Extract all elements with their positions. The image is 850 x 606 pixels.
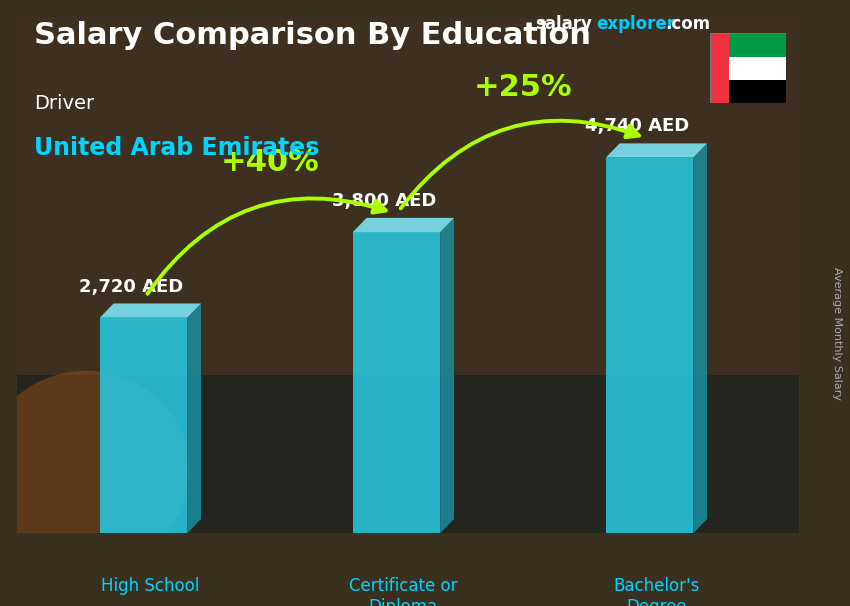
Text: Bachelor's
Degree: Bachelor's Degree <box>613 577 700 606</box>
Polygon shape <box>728 57 786 79</box>
Text: explorer: explorer <box>596 15 675 33</box>
Polygon shape <box>353 232 440 533</box>
Polygon shape <box>99 304 201 318</box>
Polygon shape <box>710 33 728 103</box>
Text: High School: High School <box>101 577 200 595</box>
Text: 2,720 AED: 2,720 AED <box>79 278 184 296</box>
Text: Certificate or
Diploma: Certificate or Diploma <box>349 577 457 606</box>
Text: salary: salary <box>536 15 592 33</box>
Text: 4,740 AED: 4,740 AED <box>585 118 689 136</box>
Polygon shape <box>187 304 201 533</box>
Ellipse shape <box>0 371 190 569</box>
Text: Salary Comparison By Education: Salary Comparison By Education <box>34 21 591 50</box>
Polygon shape <box>728 33 786 57</box>
Text: United Arab Emirates: United Arab Emirates <box>34 136 320 161</box>
Polygon shape <box>353 218 454 232</box>
Polygon shape <box>694 144 707 533</box>
FancyArrowPatch shape <box>147 198 386 294</box>
Polygon shape <box>17 18 799 375</box>
Text: +40%: +40% <box>221 148 320 177</box>
Polygon shape <box>606 158 694 533</box>
Polygon shape <box>440 218 454 533</box>
Text: Average Monthly Salary: Average Monthly Salary <box>832 267 842 400</box>
Polygon shape <box>728 79 786 103</box>
Text: Driver: Driver <box>34 94 94 113</box>
Polygon shape <box>99 318 187 533</box>
FancyArrowPatch shape <box>400 121 639 208</box>
Text: .com: .com <box>666 15 711 33</box>
Polygon shape <box>17 375 799 533</box>
Text: +25%: +25% <box>473 73 572 102</box>
Text: 3,800 AED: 3,800 AED <box>332 192 437 210</box>
Polygon shape <box>606 144 707 158</box>
